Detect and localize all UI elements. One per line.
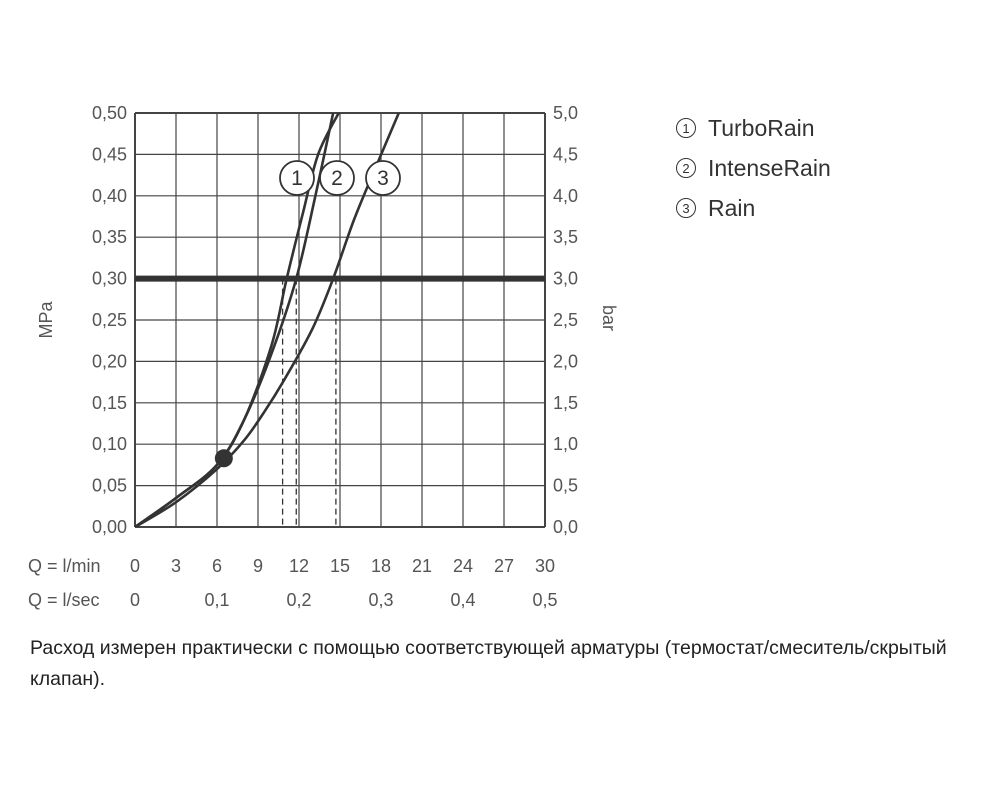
- y-axis-label-right: bar: [599, 305, 619, 331]
- x-lmin-tick-label: 21: [412, 556, 432, 576]
- x-lmin-tick-label: 3: [171, 556, 181, 576]
- x-lmin-tick-label: 0: [130, 556, 140, 576]
- series-line-2: [135, 113, 335, 527]
- legend-marker-2: 2: [676, 158, 696, 178]
- y-right-tick-label: 0,0: [553, 517, 578, 537]
- legend-marker-1: 1: [676, 118, 696, 138]
- y-right-tick-label: 4,5: [553, 144, 578, 164]
- y-left-tick-label: 0,45: [92, 144, 127, 164]
- x-lmin-tick-label: 9: [253, 556, 263, 576]
- x-lsec-tick-label: 0,1: [204, 590, 229, 610]
- curve-label-2: 2: [331, 167, 343, 190]
- y-left-tick-label: 0,30: [92, 269, 127, 289]
- series-labels-layer: 1 2 3: [279, 160, 401, 196]
- curve-label-3: 3: [377, 167, 389, 190]
- y-left-tick-label: 0,35: [92, 227, 127, 247]
- x-lmin-tick-label: 30: [535, 556, 555, 576]
- convergence-marker: [214, 449, 233, 468]
- y-left-tick-label: 0,20: [92, 351, 127, 371]
- x-lsec-tick-label: 0,5: [532, 590, 557, 610]
- y-axis-label-left: MPa: [36, 301, 56, 339]
- y-right-tick-label: 3,5: [553, 227, 578, 247]
- y-left-tick-label: 0,50: [92, 103, 127, 123]
- curve-label-1: 1: [291, 167, 303, 190]
- legend: 1 TurboRain 2 IntenseRain 3 Rain: [676, 108, 831, 228]
- chart-caption: Расход измерен практически с помощью соо…: [30, 637, 947, 690]
- x-lsec-tick-label: 0,2: [286, 590, 311, 610]
- y-right-tick-label: 1,0: [553, 434, 578, 454]
- x-lsec-tick-label: 0,4: [450, 590, 475, 610]
- y-left-tick-label: 0,10: [92, 434, 127, 454]
- x-axis-label-lmin: Q = l/min: [28, 556, 101, 576]
- x-axis-label-lsec: Q = l/sec: [28, 590, 100, 610]
- legend-label-turborain: TurboRain: [708, 114, 815, 141]
- y-left-tick-label: 0,25: [92, 310, 127, 330]
- y-right-tick-label: 0,5: [553, 476, 578, 496]
- y-right-tick-label: 3,0: [553, 269, 578, 289]
- y-left-tick-label: 0,00: [92, 517, 127, 537]
- legend-label-intenserain: IntenseRain: [708, 154, 831, 181]
- x-lmin-tick-label: 12: [289, 556, 309, 576]
- y-right-tick-label: 1,5: [553, 393, 578, 413]
- y-right-tick-label: 5,0: [553, 103, 578, 123]
- x-lsec-tick-label: 0,3: [368, 590, 393, 610]
- legend-item-rain: 3 Rain: [676, 188, 831, 228]
- x-lmin-tick-label: 6: [212, 556, 222, 576]
- x-lsec-tick-label: 0: [130, 590, 140, 610]
- legend-item-turborain: 1 TurboRain: [676, 108, 831, 148]
- curve-label-circle-2: [319, 160, 355, 196]
- y-right-tick-label: 2,0: [553, 351, 578, 371]
- x-lmin-tick-label: 18: [371, 556, 391, 576]
- x-lmin-tick-label: 15: [330, 556, 350, 576]
- x-lmin-tick-label: 27: [494, 556, 514, 576]
- y-left-tick-label: 0,40: [92, 186, 127, 206]
- curve-label-circle-1: [279, 160, 315, 196]
- tick-labels-layer: 0,000,050,100,150,200,250,300,350,400,45…: [92, 103, 578, 610]
- x-lmin-tick-label: 24: [453, 556, 473, 576]
- legend-marker-3: 3: [676, 198, 696, 218]
- y-left-tick-label: 0,05: [92, 476, 127, 496]
- legend-label-rain: Rain: [708, 194, 756, 221]
- curve-label-circle-3: [365, 160, 401, 196]
- y-left-tick-label: 0,15: [92, 393, 127, 413]
- y-right-tick-label: 4,0: [553, 186, 578, 206]
- series-line-3: [135, 113, 400, 527]
- y-right-tick-label: 2,5: [553, 310, 578, 330]
- legend-item-intenserain: 2 IntenseRain: [676, 148, 831, 188]
